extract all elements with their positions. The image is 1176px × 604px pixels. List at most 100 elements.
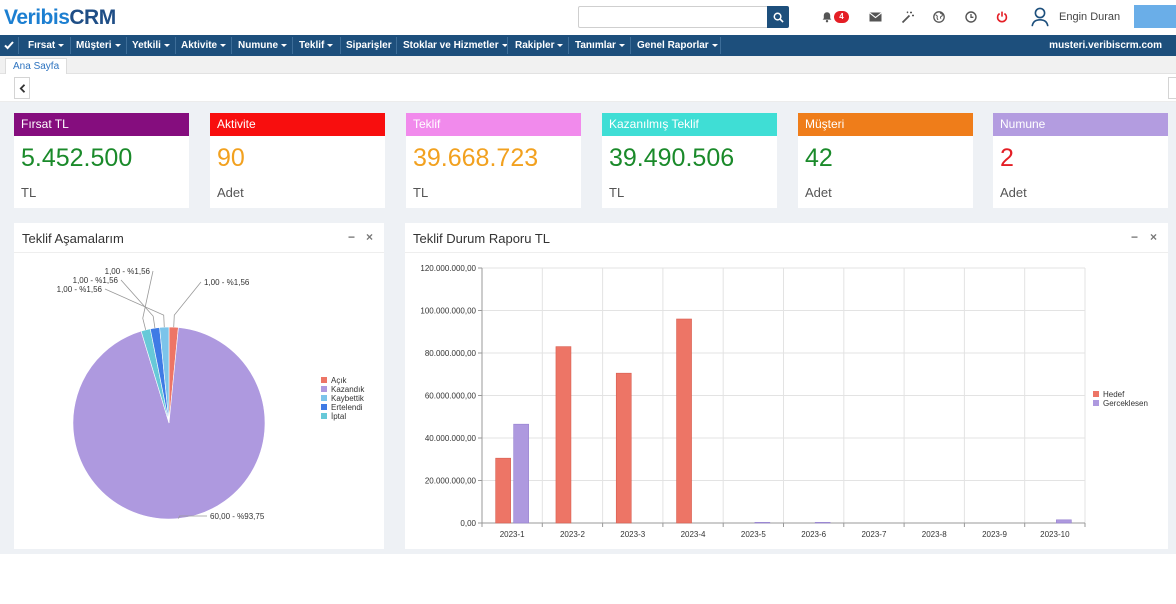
minimize-icon[interactable]: − bbox=[1131, 230, 1139, 244]
globe-icon bbox=[933, 11, 945, 23]
chevron-left-icon bbox=[19, 83, 25, 93]
nav-separator bbox=[18, 37, 19, 54]
user-name[interactable]: Engin Duran bbox=[1059, 11, 1121, 23]
pie-callout-line bbox=[104, 288, 165, 328]
legend-item-ertelendi[interactable]: Ertelendi bbox=[331, 403, 363, 412]
back-button[interactable] bbox=[14, 77, 30, 99]
caret-down-icon bbox=[557, 43, 564, 47]
stat-card-title: Fırsat TL bbox=[14, 113, 189, 136]
bar-hedef-2023-3[interactable] bbox=[615, 372, 632, 524]
user-menu-toggle[interactable] bbox=[1134, 5, 1176, 28]
stat-card-teklif[interactable]: Teklif 39.668.723 TL bbox=[406, 113, 581, 208]
nav-item-numune[interactable]: Numune bbox=[238, 35, 287, 56]
nav-item-firsat[interactable]: Fırsat bbox=[28, 35, 65, 56]
x-tick-label: 2023-5 bbox=[741, 530, 766, 539]
panel-title: Teklif Durum Raporu TL bbox=[413, 231, 551, 246]
close-icon[interactable]: × bbox=[1150, 230, 1158, 244]
close-icon[interactable]: × bbox=[366, 230, 374, 244]
legend-swatch bbox=[1093, 400, 1099, 406]
nav-item-aktivite[interactable]: Aktivite bbox=[181, 35, 227, 56]
legend-swatch bbox=[321, 413, 327, 419]
stat-card-title: Kazanılmış Teklif bbox=[602, 113, 777, 136]
logo[interactable]: VeribisCRM bbox=[4, 6, 116, 30]
x-tick-label: 2023-3 bbox=[620, 530, 645, 539]
user-profile-button[interactable] bbox=[1030, 6, 1050, 28]
bar-hedef-2023-4[interactable] bbox=[676, 318, 692, 524]
tab-strip: Ana Sayfa bbox=[0, 56, 1176, 74]
messages-button[interactable] bbox=[866, 8, 884, 26]
logout-button[interactable] bbox=[993, 8, 1011, 26]
stat-card-title: Numune bbox=[993, 113, 1168, 136]
side-panel-toggle[interactable] bbox=[1168, 77, 1176, 99]
nav-item-teklif[interactable]: Teklif bbox=[299, 35, 334, 56]
bar-gerceklesen-2023-5[interactable] bbox=[754, 522, 771, 524]
bar-hedef-2023-2[interactable] bbox=[555, 346, 572, 524]
stat-card-value: 2 bbox=[1000, 144, 1014, 172]
legend-item-gerceklesen[interactable]: Gerceklesen bbox=[1103, 399, 1148, 408]
stat-card-value: 42 bbox=[805, 144, 833, 172]
search-icon bbox=[773, 12, 784, 23]
nav-separator bbox=[126, 37, 127, 54]
bar-gerceklesen-2023-10[interactable] bbox=[1056, 519, 1072, 524]
nav-domain-url[interactable]: musteri.veribiscrm.com bbox=[1049, 40, 1162, 51]
nav-item-label: Fırsat bbox=[28, 40, 56, 51]
user-icon bbox=[1031, 7, 1049, 27]
stat-card-value: 5.452.500 bbox=[21, 144, 133, 172]
nav-item-label: Tanımlar bbox=[575, 40, 616, 51]
nav-item-label: Yetkili bbox=[132, 40, 161, 51]
legend-item-kazandik[interactable]: Kazandık bbox=[331, 385, 365, 394]
y-tick-label: 80.000.000,00 bbox=[425, 349, 477, 358]
stat-card-unit: TL bbox=[21, 185, 37, 200]
stat-card-title: Müşteri bbox=[798, 113, 973, 136]
history-button[interactable] bbox=[962, 8, 980, 26]
search-button[interactable] bbox=[767, 6, 789, 28]
legend-item-hedef[interactable]: Hedef bbox=[1103, 390, 1125, 399]
stat-card-numune[interactable]: Numune 2 Adet bbox=[993, 113, 1168, 208]
nav-item-tanimlar[interactable]: Tanımlar bbox=[575, 35, 625, 56]
nav-separator bbox=[175, 37, 176, 54]
nav-separator bbox=[507, 37, 508, 54]
stat-card-value: 39.490.506 bbox=[609, 144, 735, 172]
nav-item-siparisler[interactable]: Siparişler bbox=[346, 35, 392, 56]
y-tick-label: 0,00 bbox=[460, 519, 476, 528]
power-icon bbox=[996, 11, 1008, 23]
bar-gerceklesen-2023-1[interactable] bbox=[513, 423, 529, 524]
nav-item-stoklar-ve-hizmetler[interactable]: Stoklar ve Hizmetler bbox=[403, 35, 508, 56]
nav-home-check[interactable] bbox=[4, 35, 14, 56]
pie-slice-label: 1,00 - %1,56 bbox=[204, 278, 250, 287]
magic-wand-icon bbox=[901, 11, 914, 23]
stat-card-firsat-tl[interactable]: Fırsat TL 5.452.500 TL bbox=[14, 113, 189, 208]
nav-item-musteri[interactable]: Müşteri bbox=[76, 35, 121, 56]
bar-chart: 0,00 20.000.000,00 40.000.000,00 60.000.000… bbox=[420, 264, 1148, 539]
bar-hedef-2023-1[interactable] bbox=[495, 457, 511, 524]
tab-ana-sayfa[interactable]: Ana Sayfa bbox=[5, 58, 68, 74]
pie-callout-line bbox=[173, 281, 202, 328]
stat-card-aktivite[interactable]: Aktivite 90 Adet bbox=[210, 113, 385, 208]
caret-down-icon bbox=[618, 43, 625, 47]
search-input[interactable] bbox=[578, 6, 768, 28]
minimize-icon[interactable]: − bbox=[348, 230, 356, 244]
y-tick-label: 20.000.000,00 bbox=[425, 477, 477, 486]
bell-icon bbox=[822, 12, 832, 23]
nav-item-rakipler[interactable]: Rakipler bbox=[515, 35, 564, 56]
x-tick-label: 2023-6 bbox=[801, 530, 826, 539]
pie-slice-kazandik[interactable] bbox=[72, 327, 266, 520]
y-tick-label: 60.000.000,00 bbox=[425, 392, 477, 401]
legend-swatch bbox=[321, 395, 327, 401]
x-tick-label: 2023-10 bbox=[1040, 530, 1070, 539]
stat-card-title: Teklif bbox=[406, 113, 581, 136]
stat-card-kazanilmis-teklif[interactable]: Kazanılmış Teklif 39.490.506 TL bbox=[602, 113, 777, 208]
bar-gerceklesen-2023-6[interactable] bbox=[814, 522, 831, 524]
legend-item-i-ptal[interactable]: İptal bbox=[331, 412, 346, 421]
nav-item-label: Genel Raporlar bbox=[637, 40, 709, 51]
stat-card-musteri[interactable]: Müşteri 42 Adet bbox=[798, 113, 973, 208]
legend-item-kaybettik[interactable]: Kaybettik bbox=[331, 394, 365, 403]
notifications-button[interactable] bbox=[818, 8, 836, 26]
language-button[interactable] bbox=[930, 8, 948, 26]
nav-item-yetkili[interactable]: Yetkili bbox=[132, 35, 170, 56]
legend-item-acik[interactable]: Açık bbox=[331, 376, 348, 385]
tools-button[interactable] bbox=[898, 8, 916, 26]
nav-item-label: Stoklar ve Hizmetler bbox=[403, 40, 499, 51]
nav-item-genel-raporlar[interactable]: Genel Raporlar bbox=[637, 35, 718, 56]
